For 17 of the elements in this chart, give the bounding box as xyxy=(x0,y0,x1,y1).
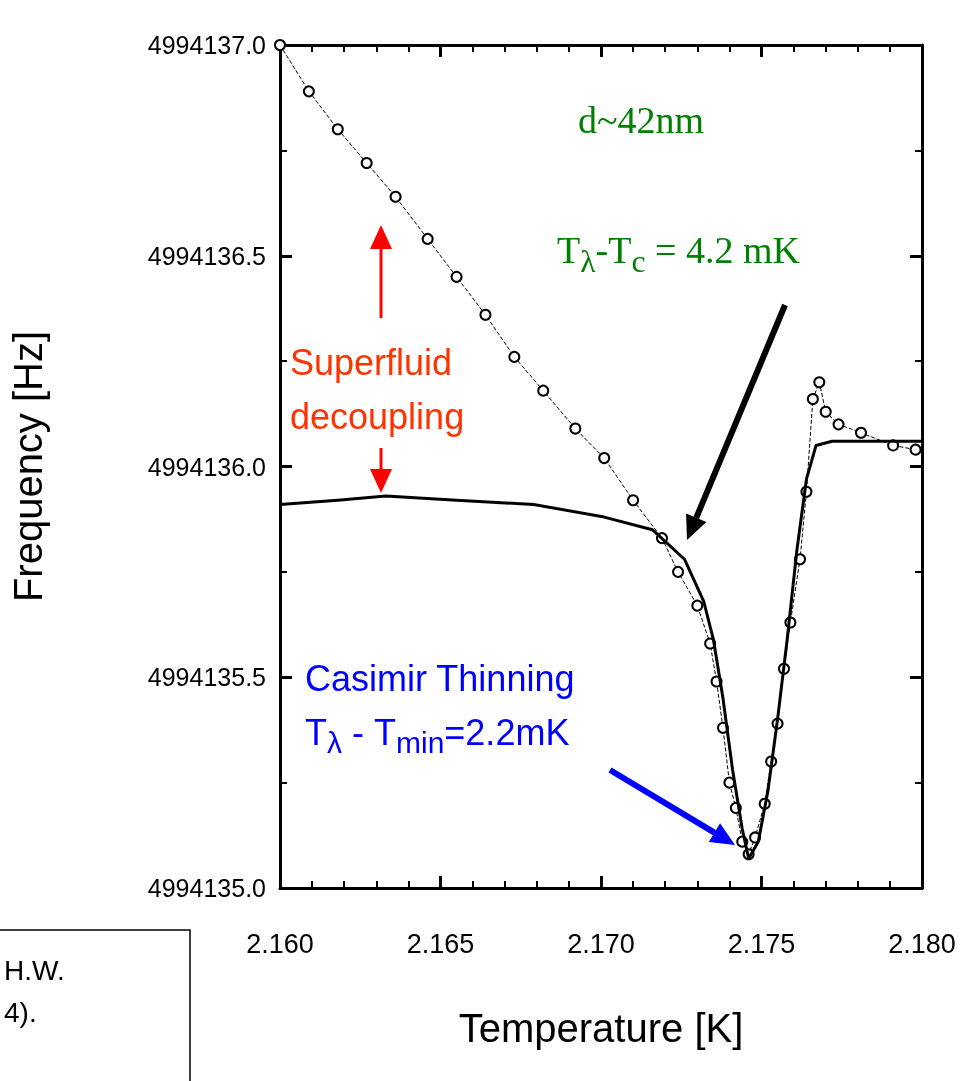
x-tick-label: 2.170 xyxy=(567,928,635,959)
x-tick-label: 2.180 xyxy=(888,928,956,959)
annotation: Superfluid decoupling xyxy=(290,341,465,439)
annotation: d~42nm xyxy=(578,98,705,143)
y-tick-label: 4994137.0 xyxy=(147,31,266,59)
y-tick-label: 4994136.5 xyxy=(147,241,266,270)
y-axis-title: Frequency [Hz] xyxy=(6,330,50,603)
annotation: Casimir Thinning T$_{λ}$ - T$_{min}$=2.2mK xyxy=(305,657,575,762)
y-tick-label: 4994135.5 xyxy=(147,663,266,692)
annotation: T$_{λ}$-T$_{c}$ = 4.2 mK xyxy=(557,228,800,281)
y-tick-label: 4994136.0 xyxy=(147,452,266,481)
x-tick-label: 2.165 xyxy=(406,928,475,959)
y-tick-label: 4994135.0 xyxy=(147,874,266,902)
x-axis-title: Temperature [K] xyxy=(458,1006,744,1050)
x-tick-label: 2.175 xyxy=(727,928,796,959)
x-tick-label: 2.160 xyxy=(246,928,314,959)
text: H.W. 4). xyxy=(4,954,65,1030)
